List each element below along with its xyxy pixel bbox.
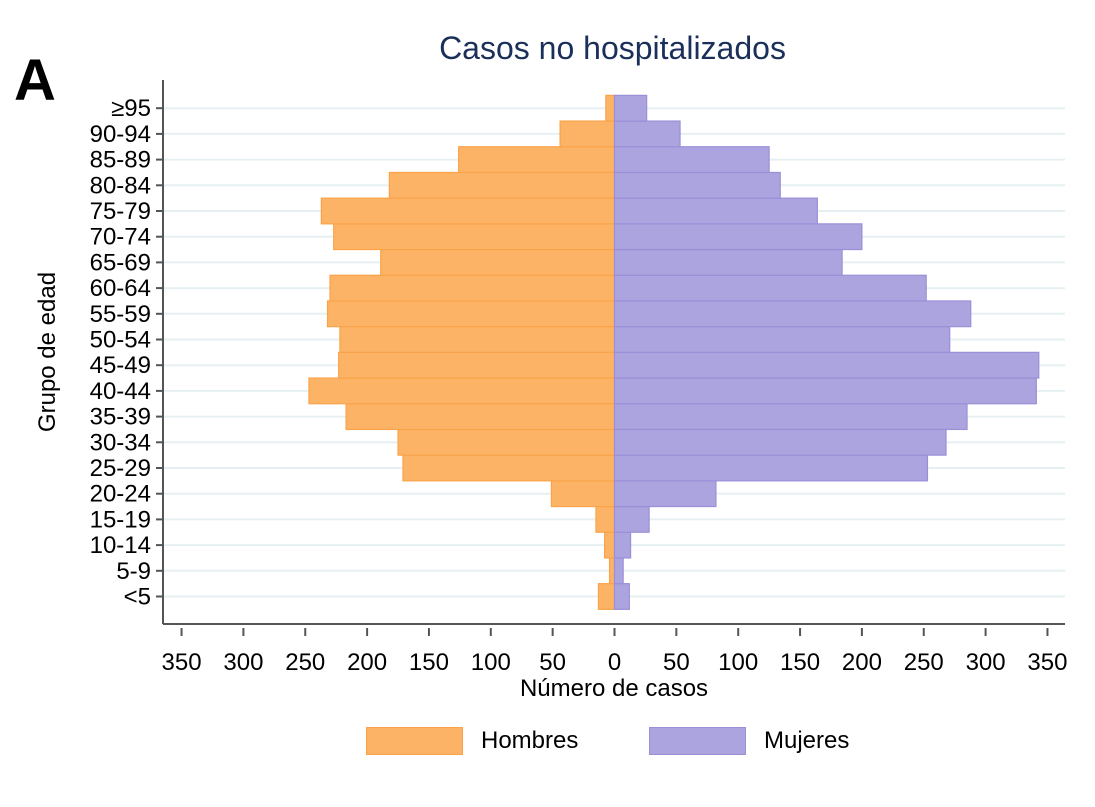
bar-mujeres xyxy=(613,454,929,482)
legend: Hombres Mujeres xyxy=(0,727,1095,763)
y-tick-label: 80-84 xyxy=(90,172,151,199)
bar-mujeres xyxy=(613,326,951,353)
y-tick-label: 70-74 xyxy=(90,224,151,251)
y-tick-label: 30-34 xyxy=(90,429,151,456)
x-tick-label: 50 xyxy=(663,649,690,676)
y-tick-label: ≥95 xyxy=(111,95,151,122)
bar-mujeres xyxy=(613,428,947,456)
bar-mujeres xyxy=(613,94,648,122)
bar-mujeres xyxy=(613,197,818,225)
y-axis-title: Grupo de edad xyxy=(34,272,61,432)
legend-label-mujeres: Mujeres xyxy=(764,727,850,754)
bar-hombres xyxy=(329,274,616,302)
bar-mujeres xyxy=(613,120,681,148)
bar-mujeres xyxy=(613,171,781,199)
y-tick-label: 15-19 xyxy=(90,506,151,533)
bar-hombres xyxy=(388,171,616,199)
y-tick-label: 10-14 xyxy=(90,532,151,559)
bar-mujeres xyxy=(613,403,968,431)
y-tick-label: 75-79 xyxy=(90,198,151,225)
x-tick-label: 350 xyxy=(1027,649,1067,676)
bar-hombres xyxy=(338,351,616,379)
legend-item-hombres: Hombres xyxy=(366,727,578,755)
y-tick-label: 5-9 xyxy=(116,558,151,585)
y-tick-label: 35-39 xyxy=(90,404,151,431)
y-tick-label: 50-54 xyxy=(90,327,151,354)
bar-mujeres xyxy=(613,505,650,533)
bar-mujeres xyxy=(613,351,1040,379)
x-tick-label: 100 xyxy=(718,649,758,676)
bar-hombres xyxy=(608,557,616,585)
y-tick-label: 85-89 xyxy=(90,147,151,174)
bar-hombres xyxy=(458,146,616,174)
x-tick-label: 250 xyxy=(904,649,944,676)
x-tick-label: 150 xyxy=(409,649,449,676)
bar-hombres xyxy=(595,505,616,533)
bar-hombres xyxy=(402,454,616,482)
legend-label-hombres: Hombres xyxy=(481,727,579,754)
bar-mujeres xyxy=(613,223,863,251)
y-tick-label: 90-94 xyxy=(90,121,151,148)
bar-mujeres xyxy=(613,274,927,302)
y-tick-label: 55-59 xyxy=(90,301,151,328)
x-tick-label: 150 xyxy=(780,649,820,676)
bar-hombres xyxy=(605,94,616,122)
bar-hombres xyxy=(604,531,616,559)
legend-swatch-hombres xyxy=(366,727,463,755)
x-tick-label: 100 xyxy=(471,649,511,676)
bar-hombres xyxy=(397,428,616,456)
x-axis-title: Número de casos xyxy=(520,675,708,702)
y-tick-label: 45-49 xyxy=(90,352,151,379)
bar-mujeres xyxy=(613,557,624,585)
bar-hombres xyxy=(308,377,616,405)
bar-mujeres xyxy=(613,300,972,328)
x-tick-label: 300 xyxy=(966,649,1006,676)
y-tick-label: <5 xyxy=(124,584,151,611)
bar-hombres xyxy=(550,480,616,508)
bar-mujeres xyxy=(613,480,717,508)
y-tick-label: 65-69 xyxy=(90,249,151,276)
y-tick-label: 40-44 xyxy=(90,378,151,405)
bar-mujeres xyxy=(613,146,770,174)
legend-item-mujeres: Mujeres xyxy=(649,727,849,755)
bar-mujeres xyxy=(613,531,632,559)
chart-title: Casos no hospitalizados xyxy=(439,30,786,66)
x-tick-label: 200 xyxy=(842,649,882,676)
bar-mujeres xyxy=(613,248,843,276)
bar-hombres xyxy=(559,120,616,148)
bar-hombres xyxy=(345,403,616,431)
x-tick-label: 300 xyxy=(223,649,263,676)
bar-hombres xyxy=(320,197,616,225)
x-tick-label: 350 xyxy=(162,649,202,676)
bar-hombres xyxy=(597,583,616,610)
bar-mujeres xyxy=(613,583,630,610)
x-tick-label: 0 xyxy=(608,649,621,676)
y-tick-label: 25-29 xyxy=(90,455,151,482)
x-tick-label: 200 xyxy=(347,649,387,676)
x-tick-label: 50 xyxy=(539,649,566,676)
panel-label: A xyxy=(14,48,56,113)
x-tick-label: 250 xyxy=(285,649,325,676)
bar-mujeres xyxy=(613,377,1037,405)
y-tick-label: 20-24 xyxy=(90,481,151,508)
bar-hombres xyxy=(333,223,616,251)
y-tick-label: 60-64 xyxy=(90,275,151,302)
bar-hombres xyxy=(326,300,616,328)
bar-hombres xyxy=(380,248,616,276)
legend-swatch-mujeres xyxy=(649,727,746,755)
bar-hombres xyxy=(339,326,616,353)
